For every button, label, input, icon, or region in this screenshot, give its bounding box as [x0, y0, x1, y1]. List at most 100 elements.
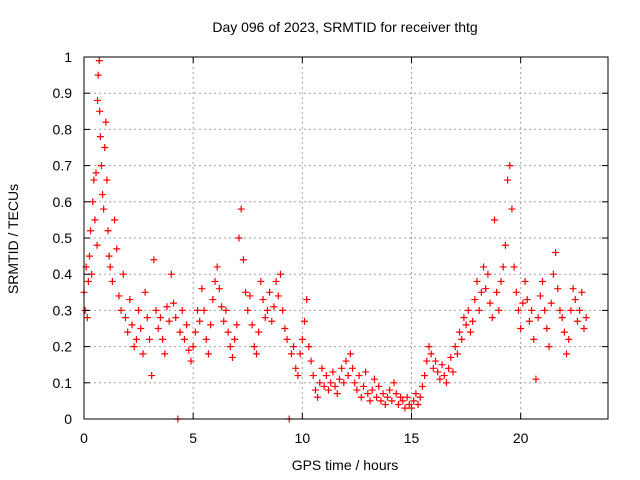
- data-point: [541, 306, 549, 314]
- data-point: [117, 306, 125, 314]
- data-point: [296, 350, 304, 358]
- data-point: [477, 288, 485, 296]
- data-point: [565, 335, 573, 343]
- data-point: [101, 144, 109, 151]
- data-point: [403, 393, 411, 401]
- data-point: [207, 321, 215, 329]
- data-point: [331, 382, 339, 390]
- data-point: [519, 299, 527, 307]
- data-point: [180, 335, 188, 343]
- data-point: [237, 205, 245, 213]
- data-point: [259, 296, 267, 304]
- data-point: [97, 162, 105, 170]
- data-point: [578, 288, 586, 296]
- data-point: [146, 335, 153, 343]
- data-point: [390, 379, 398, 387]
- data-point: [412, 390, 420, 398]
- data-point: [283, 335, 291, 343]
- data-point: [416, 393, 424, 401]
- data-point: [115, 292, 123, 300]
- data-point: [93, 241, 101, 249]
- data-point: [268, 317, 276, 325]
- data-point: [303, 296, 311, 304]
- data-point: [224, 328, 232, 336]
- data-point: [148, 372, 156, 380]
- data-point: [111, 216, 119, 224]
- data-point: [484, 270, 492, 278]
- data-point: [281, 325, 289, 332]
- data-point: [373, 393, 381, 401]
- data-point: [366, 397, 374, 405]
- data-point: [90, 176, 98, 184]
- data-point: [161, 350, 169, 358]
- data-point: [359, 382, 367, 390]
- data-point: [106, 263, 114, 271]
- data-point: [191, 328, 199, 336]
- data-point: [185, 346, 193, 354]
- data-point: [99, 191, 107, 199]
- y-tick-label: 0: [64, 411, 72, 427]
- data-point: [215, 285, 223, 293]
- data-point: [340, 379, 348, 387]
- y-tick-label: 1: [64, 49, 72, 65]
- data-point: [475, 306, 483, 314]
- data-point: [338, 364, 346, 372]
- data-point: [364, 390, 372, 398]
- data-point: [211, 277, 219, 285]
- data-point: [556, 306, 564, 314]
- data-point: [333, 390, 341, 398]
- data-point: [355, 372, 363, 380]
- data-point: [549, 270, 557, 278]
- data-point: [342, 357, 350, 365]
- data-point: [414, 401, 422, 409]
- data-point: [96, 133, 104, 141]
- data-point: [294, 372, 302, 380]
- data-point: [392, 390, 400, 398]
- data-point: [311, 386, 319, 394]
- data-point: [495, 306, 503, 314]
- data-point: [200, 306, 208, 314]
- data-point: [329, 368, 337, 376]
- y-tick-label: 0.2: [53, 339, 73, 355]
- grid-lines: [84, 57, 608, 419]
- data-point: [159, 335, 167, 343]
- data-point: [137, 325, 145, 332]
- data-point: [427, 350, 435, 358]
- data-point: [113, 245, 121, 253]
- data-point: [438, 361, 446, 369]
- data-point: [521, 277, 529, 285]
- data-point: [451, 343, 459, 351]
- data-point: [290, 343, 298, 351]
- data-point: [493, 288, 501, 296]
- data-point: [510, 263, 518, 271]
- data-point: [250, 343, 258, 351]
- data-point: [534, 314, 542, 322]
- data-point: [178, 306, 186, 314]
- data-point: [307, 357, 315, 365]
- data-point: [401, 404, 409, 412]
- data-point: [432, 357, 440, 365]
- data-point: [170, 299, 178, 307]
- y-tick-label: 0.1: [53, 375, 73, 391]
- data-point: [388, 397, 396, 405]
- data-point: [569, 285, 577, 293]
- data-point: [499, 263, 507, 271]
- data-point: [368, 386, 376, 394]
- data-point: [456, 328, 464, 336]
- data-point: [370, 375, 378, 383]
- data-point: [490, 216, 498, 224]
- data-point: [198, 285, 206, 293]
- data-point: [325, 386, 333, 394]
- axis-ticks: 00.10.20.30.40.50.60.70.80.910 5 10 15 20: [53, 49, 608, 446]
- data-point: [218, 303, 226, 311]
- data-point: [167, 270, 175, 278]
- data-point: [176, 328, 184, 336]
- data-point: [252, 350, 260, 358]
- data-point: [379, 390, 387, 398]
- data-point: [128, 321, 136, 329]
- data-point: [270, 303, 278, 311]
- data-point: [83, 314, 91, 322]
- data-point: [349, 364, 357, 372]
- data-point: [226, 343, 234, 351]
- data-point: [272, 277, 280, 285]
